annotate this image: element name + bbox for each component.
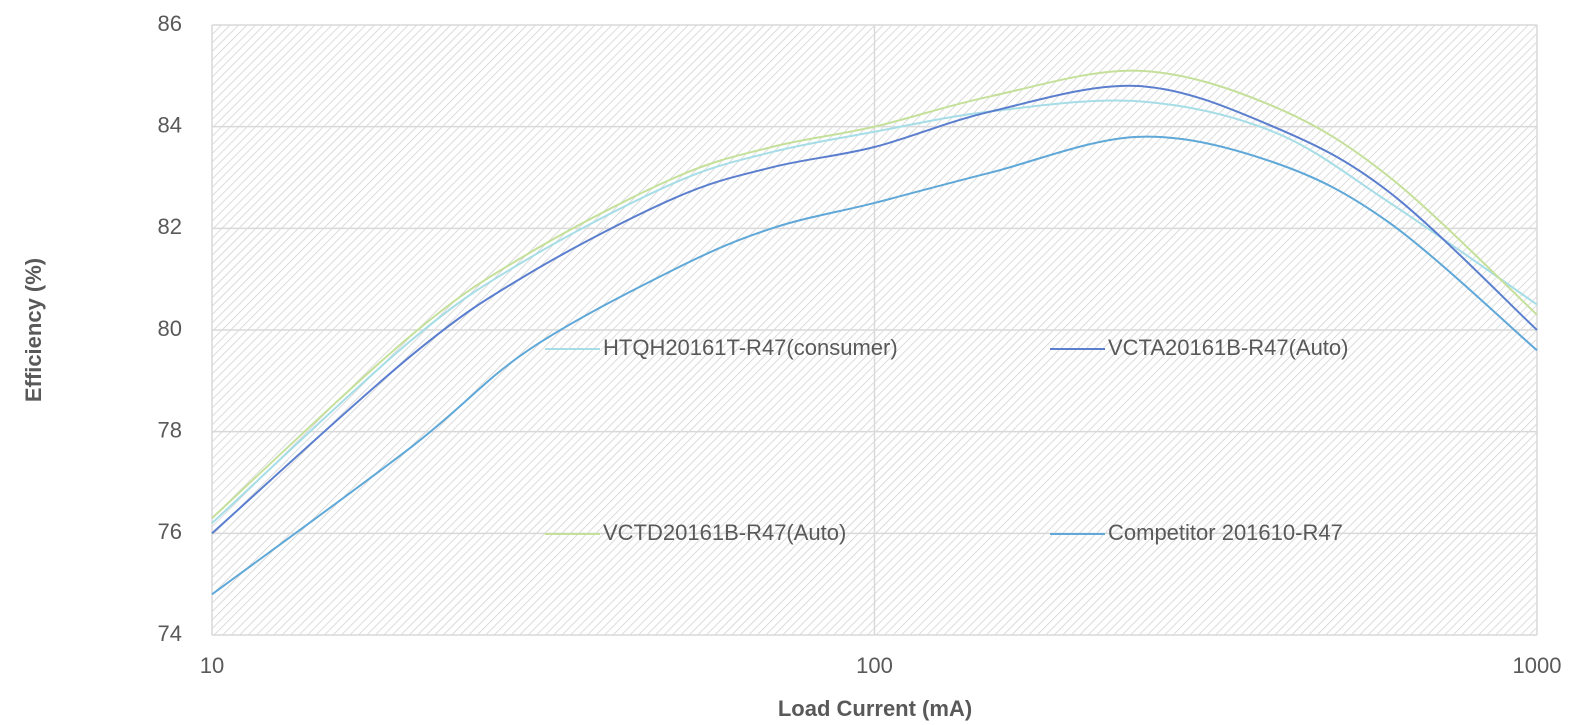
y-tick-label: 82 [158, 214, 182, 239]
y-tick-label: 78 [158, 417, 182, 442]
y-tick-label: 76 [158, 519, 182, 544]
series-line [211, 69, 1538, 519]
legend-label: VCTD20161B-R47(Auto) [603, 520, 846, 545]
y-tick-label: 84 [158, 112, 182, 137]
y-tick-label: 86 [158, 11, 182, 36]
legend-label: Competitor 201610-R47 [1108, 520, 1343, 545]
series-line [211, 135, 1538, 596]
y-axis-title: Efficiency (%) [21, 258, 46, 402]
series-line [211, 99, 1538, 524]
x-axis-title: Load Current (mA) [778, 696, 972, 721]
series-line [211, 84, 1538, 535]
x-tick-label: 100 [856, 653, 893, 678]
legend-label: VCTA20161B-R47(Auto) [1108, 335, 1349, 360]
x-tick-label: 1000 [1513, 653, 1562, 678]
x-tick-label: 10 [200, 653, 224, 678]
legend-label: HTQH20161T-R47(consumer) [603, 335, 898, 360]
y-tick-label: 80 [158, 316, 182, 341]
y-tick-label: 74 [158, 621, 182, 646]
